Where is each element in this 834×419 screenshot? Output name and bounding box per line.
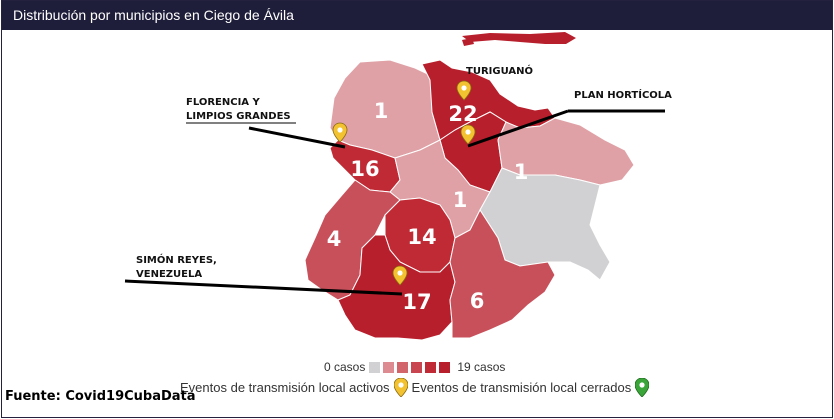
callout-turiguano: TURIGUANÓ [466, 66, 533, 77]
municipality-chambas-east[interactable] [497, 117, 635, 186]
legend-swatch [397, 361, 409, 373]
events-active-label: Eventos de transmisión local activos [180, 379, 390, 395]
callout-florencia-2: LIMPIOS GRANDES [186, 111, 291, 122]
legend-min-label: 0 casos [324, 360, 366, 374]
callout-florencia-1: FLORENCIA Y [186, 97, 260, 108]
label-majagua: 4 [327, 227, 342, 251]
color-legend: 0 casos 19 casos [320, 359, 509, 375]
municipality-venezuela[interactable] [337, 234, 456, 341]
events-closed-label: Eventos de transmisión local cerrados [411, 379, 632, 395]
label-moron: 22 [448, 102, 477, 126]
keys-north[interactable] [462, 32, 576, 44]
source-credit: Fuente: Covid19CubaData [5, 389, 196, 404]
keys-north-small[interactable] [462, 38, 474, 46]
label-primero-enero: 6 [470, 289, 485, 313]
label-venezuela: 17 [402, 290, 431, 314]
closed-event-pin-icon [635, 377, 650, 397]
callout-simon-2: VENEZUELA [136, 269, 203, 280]
municipality-primero-enero[interactable] [449, 208, 556, 339]
legend-swatch [425, 361, 437, 373]
event-pin-icon[interactable] [456, 80, 472, 101]
label-ciro-redondo: 1 [453, 188, 468, 212]
active-event-pin-icon [393, 377, 408, 397]
label-chambas-east: 1 [514, 160, 529, 184]
legend-max-label: 19 casos [457, 360, 506, 374]
panel-title: Distribución por municipios en Ciego de … [2, 1, 832, 30]
callout-line-simon [124, 279, 403, 296]
event-pin-icon[interactable] [460, 124, 476, 145]
legend-swatch [439, 361, 451, 373]
callout-line-plan-diag [467, 109, 569, 148]
legend-swatch [411, 361, 423, 373]
event-pin-icon[interactable] [392, 265, 408, 286]
province-map: 1 22 16 1 1 4 14 17 6 [124, 32, 665, 341]
label-ciego: 14 [407, 225, 436, 249]
callout-simon-1: SIMÓN REYES, [136, 255, 217, 266]
callout-line-florencia [248, 126, 346, 149]
callout-plan-horticola: PLAN HORTÍCOLA [574, 90, 672, 101]
legend-swatch [369, 361, 381, 373]
events-legend: Eventos de transmisión local activos Eve… [180, 377, 653, 397]
legend-swatch [383, 361, 395, 373]
event-pin-icon[interactable] [332, 122, 348, 143]
label-florencia: 16 [350, 157, 379, 181]
label-bolivia: 1 [374, 99, 389, 123]
